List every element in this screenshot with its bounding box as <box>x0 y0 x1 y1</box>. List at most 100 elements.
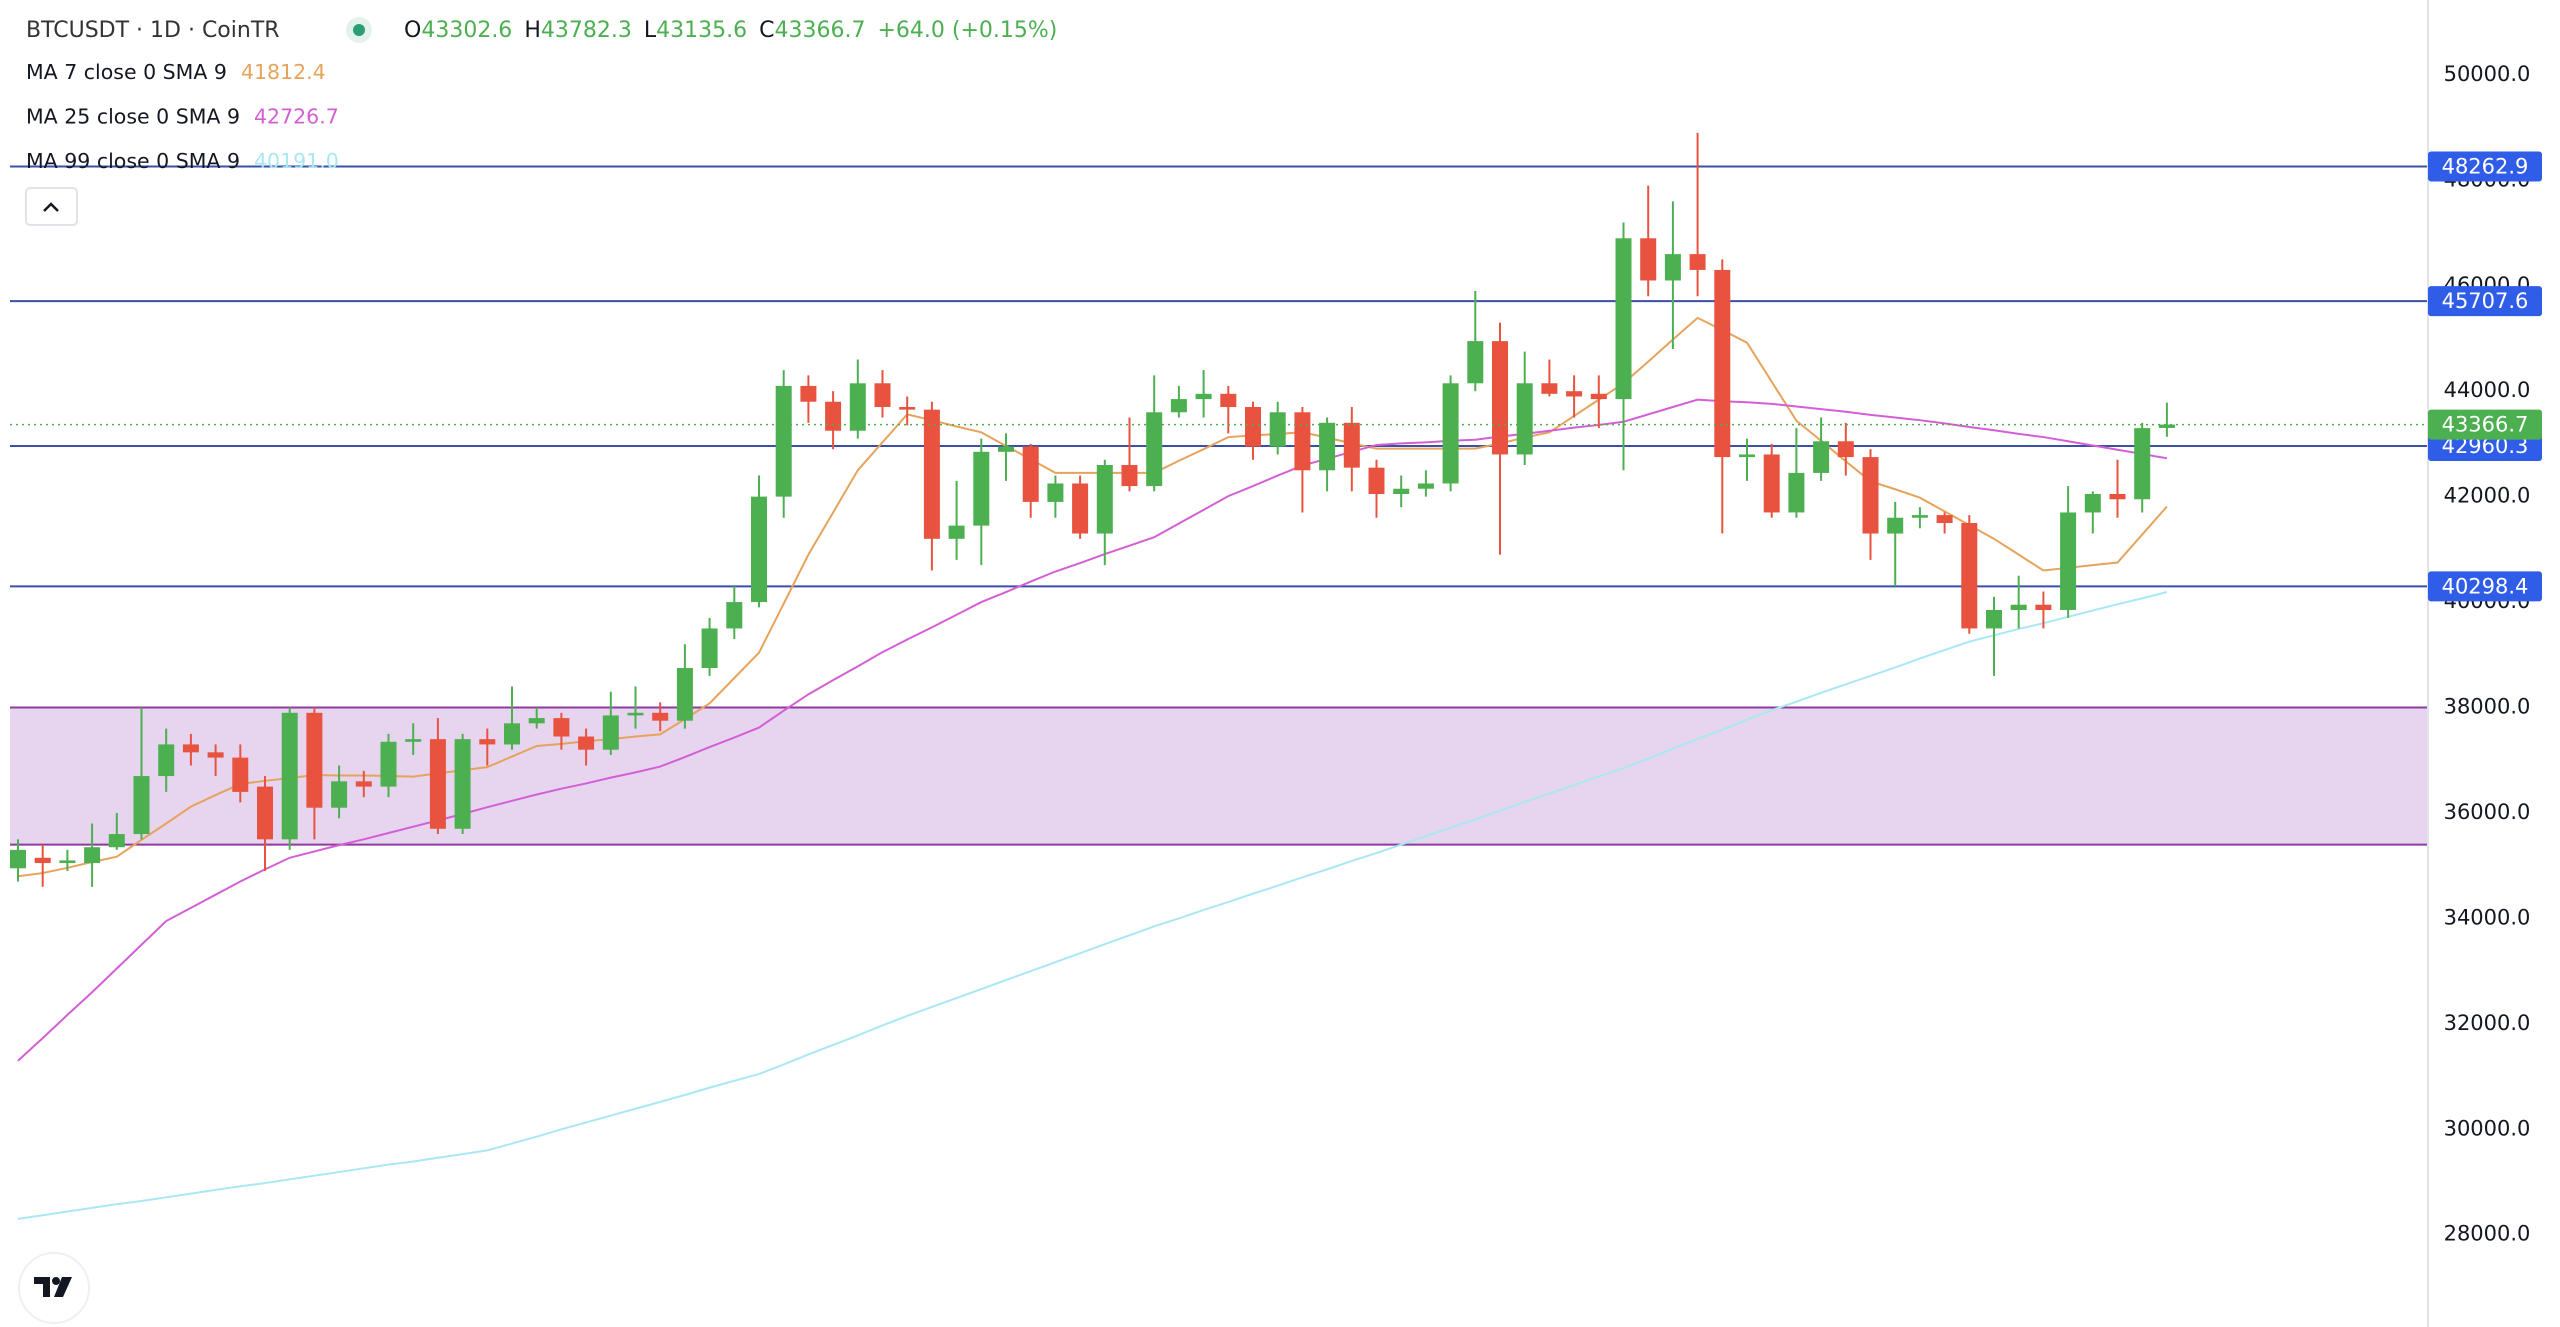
status-dot <box>353 24 365 36</box>
candle-body <box>701 628 718 668</box>
candle-body <box>923 409 940 539</box>
candle-body <box>84 847 101 864</box>
candle-body <box>1170 399 1187 413</box>
candle-body <box>1763 454 1780 513</box>
candle-body <box>627 712 644 716</box>
candle-body <box>1096 465 1113 534</box>
candle-body <box>1566 391 1583 397</box>
candle-body <box>1022 446 1039 502</box>
candle-body <box>232 757 249 792</box>
ohlc-value: 43782.3 <box>541 18 632 43</box>
price-label: 43366.7 <box>2442 413 2529 437</box>
candle-body <box>454 739 471 829</box>
candle-body <box>1862 457 1879 534</box>
candle-body <box>59 860 76 864</box>
candle-body <box>182 744 199 753</box>
candle-body <box>1813 441 1830 473</box>
price-label-box <box>2428 571 2542 602</box>
price-label: 40298.4 <box>2442 574 2529 598</box>
candle-body <box>504 723 520 745</box>
y-tick-label: 42000.0 <box>2444 484 2531 508</box>
ma-legend-name: MA 99 close 0 SMA 9 <box>26 149 240 173</box>
price-label-box <box>2428 409 2542 440</box>
candle-body <box>1245 407 1261 447</box>
candle-body <box>2035 604 2052 610</box>
candle-body <box>998 446 1014 452</box>
y-tick-label: 34000.0 <box>2444 905 2531 929</box>
candle-body <box>1961 522 1978 629</box>
candle-body <box>1417 483 1434 489</box>
candle-body <box>158 744 175 777</box>
ma-line <box>17 316 2168 878</box>
y-tick-label: 30000.0 <box>2444 1116 2531 1140</box>
candle-body <box>1492 341 1508 455</box>
candle-body <box>405 739 422 742</box>
ohlc-values: O43302.6 H43782.3 L43135.6 C43366.7 +64.0 (+… <box>404 18 1057 43</box>
plot-area <box>10 132 2428 1220</box>
candle-body <box>257 786 273 840</box>
candle-body <box>1343 422 1360 468</box>
y-tick-label: 28000.0 <box>2444 1222 2531 1246</box>
candle-body <box>281 712 298 840</box>
y-tick-label: 36000.0 <box>2444 800 2531 824</box>
candle-body <box>899 407 916 410</box>
logo-circle[interactable] <box>18 1252 90 1324</box>
candle-body <box>1541 383 1558 394</box>
y-tick-label: 32000.0 <box>2444 1011 2531 1035</box>
candle-body <box>331 781 348 808</box>
candle-body <box>1269 412 1286 447</box>
candle-body <box>849 383 866 431</box>
ohlc-value: 43302.6 <box>421 18 512 43</box>
y-tick-label: 38000.0 <box>2444 695 2531 719</box>
price-scale: 28000.0 30000.0 32000.0 34000.0 36000.0 38000… <box>2428 62 2542 1246</box>
candle-body <box>1121 465 1138 487</box>
candle-body <box>825 401 842 431</box>
candle-body <box>676 667 693 721</box>
candle-body <box>1442 383 1459 484</box>
candle-body <box>306 712 323 808</box>
logo[interactable] <box>18 1252 90 1324</box>
candle-body <box>1195 393 1212 400</box>
ma-legend-name: MA 25 close 0 SMA 9 <box>26 105 240 129</box>
candle-body <box>34 857 51 864</box>
collapse-button[interactable] <box>25 187 78 226</box>
candle-body <box>726 602 743 629</box>
candle-body <box>1986 609 2002 629</box>
candle-body <box>2084 494 2101 513</box>
collapse-button-box[interactable] <box>25 187 78 226</box>
symbol-title: BTCUSDT · 1D · CoinTR <box>26 18 280 43</box>
candle-body <box>1467 341 1484 384</box>
ma-legend: MA 99 close 0 SMA 9 40191.0 <box>26 149 339 173</box>
ohlc-prefix: C <box>759 18 774 43</box>
candle-body <box>133 776 150 835</box>
candle-body <box>1146 412 1163 487</box>
candle-body <box>1368 467 1385 495</box>
candle-body <box>578 736 595 750</box>
ma-legend: MA 7 close 0 SMA 9 41812.4 <box>26 60 326 84</box>
candle-body <box>1887 517 1904 534</box>
logo-dot <box>52 1277 60 1285</box>
candle-body <box>1516 383 1533 455</box>
candle-body <box>1615 238 1632 400</box>
candle-body <box>1788 472 1805 513</box>
price-label-box <box>2428 286 2542 317</box>
ma-legend-value: 41812.4 <box>241 60 326 84</box>
candle-body <box>2010 604 2027 610</box>
candle-body <box>602 715 619 750</box>
ohlc-change: +64.0 (+0.15%) <box>877 18 1057 43</box>
ma-legend-name: MA 7 close 0 SMA 9 <box>26 60 227 84</box>
candle-body <box>553 718 570 737</box>
candle-body <box>775 385 792 497</box>
candle-body <box>1640 238 1657 281</box>
ma-line <box>17 398 2168 1062</box>
candle-body <box>2109 494 2126 500</box>
price-label: 45707.6 <box>2442 289 2529 313</box>
candle-body <box>1689 254 1706 270</box>
candle-body <box>751 496 767 603</box>
candle-body <box>1072 483 1089 534</box>
ma-legend-value: 42726.7 <box>254 105 339 129</box>
y-tick-label: 44000.0 <box>2444 378 2531 402</box>
candle-body <box>1393 488 1410 495</box>
candle-body <box>2060 512 2077 610</box>
